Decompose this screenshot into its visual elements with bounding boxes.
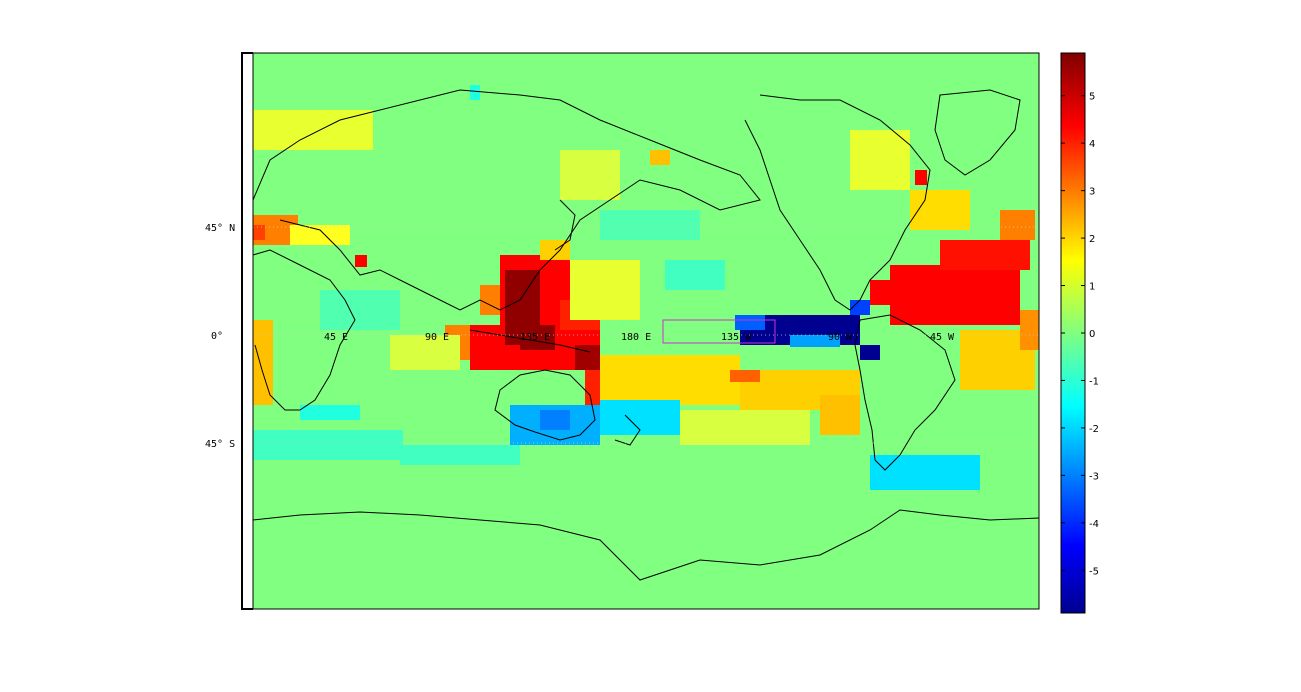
lat-label-45s: 45° S — [205, 439, 235, 450]
coastline-eurasia — [253, 89, 761, 311]
anomaly-cell — [850, 130, 910, 190]
anomaly-cell — [850, 300, 870, 315]
colorbar-tick-label: -1 — [1089, 376, 1099, 387]
coastlines — [253, 89, 1039, 581]
anomaly-cell — [600, 355, 740, 405]
colorbar-tick-label: -5 — [1089, 566, 1099, 577]
coastline-greenland — [934, 89, 1021, 176]
anomaly-cell — [600, 400, 680, 435]
anomaly-cell — [730, 370, 760, 382]
anomaly-cell — [790, 335, 840, 347]
lat-label-45n: 45° N — [205, 223, 235, 234]
colorbar-tick-label: 0 — [1089, 329, 1095, 340]
coastline-antarctica — [253, 509, 1039, 581]
lon-label-135w: 135 W — [721, 332, 752, 343]
lon-label-90w: 90 W — [828, 332, 853, 343]
map-frame — [252, 52, 1040, 610]
coastline-south-america — [854, 314, 956, 471]
coastline-africa — [253, 249, 356, 411]
anomaly-cell — [940, 240, 1030, 270]
anomaly-cell — [910, 190, 970, 230]
anomaly-cell — [570, 260, 640, 320]
anomaly-cell — [520, 325, 555, 350]
colorbar-ticks: 5 4 3 2 1 0 -1 -2 -3 -4 -5 — [1061, 92, 1099, 577]
anomaly-cell — [560, 150, 620, 200]
anomaly-cell — [820, 395, 860, 435]
colorbar-tick-label: -4 — [1089, 519, 1099, 530]
anomaly-cell — [1020, 310, 1039, 350]
anomaly-cell — [320, 290, 400, 330]
coastline-north-america — [744, 94, 931, 311]
anomaly-cell — [870, 455, 980, 490]
anomaly-cell — [253, 225, 265, 240]
colorbar-tick-label: 4 — [1089, 139, 1095, 150]
lon-label-180e: 180 E — [621, 332, 651, 343]
anomaly-cell — [915, 170, 927, 185]
coastline-australia — [494, 369, 596, 441]
anomaly-cell — [390, 335, 460, 370]
lon-label-135e: 135 E — [520, 332, 550, 343]
anomaly-cell — [870, 280, 900, 305]
anomaly-cell — [575, 345, 600, 370]
anomaly-cell — [735, 315, 765, 330]
lon-label-90e: 90 E — [425, 332, 449, 343]
anomaly-cell — [355, 255, 367, 267]
anomaly-cell — [600, 210, 700, 240]
anomaly-cell — [253, 320, 273, 405]
anomaly-cell — [290, 225, 350, 245]
graticule — [253, 226, 1039, 444]
colorbar: 5 4 3 2 1 0 -1 -2 -3 -4 -5 — [1060, 52, 1099, 614]
anomaly-cell — [650, 150, 670, 165]
anomaly-cell — [1000, 210, 1035, 240]
colorbar-tick-label: 5 — [1089, 92, 1095, 103]
coastline-japan — [554, 199, 576, 251]
anomaly-cell — [470, 85, 480, 100]
anomaly-cell — [890, 265, 1020, 325]
lon-label-45e: 45 E — [324, 332, 348, 343]
anomaly-cell — [665, 260, 725, 290]
latitude-labels: 45° N 0° 45° S — [205, 223, 235, 450]
anomaly-cell — [300, 405, 360, 420]
colorbar-tick-label: 1 — [1089, 282, 1095, 293]
longitude-labels: 45 E 90 E 135 E 180 E 135 W 90 W 45 W — [324, 332, 955, 343]
nino-region-box — [662, 319, 776, 344]
anomaly-cells — [253, 85, 1039, 490]
map-frame-left-bracket — [241, 52, 253, 610]
anomaly-cell — [400, 445, 520, 465]
colorbar-tick-label: -3 — [1089, 471, 1099, 482]
anomaly-cell — [540, 410, 570, 430]
anomaly-cell — [680, 410, 810, 445]
colorbar-tick-label: 3 — [1089, 187, 1095, 198]
coastline-indonesia — [469, 329, 591, 353]
lat-label-0: 0° — [211, 331, 223, 342]
coastline-new-zealand — [614, 414, 641, 446]
anomaly-cell — [253, 430, 403, 460]
map-panel — [241, 52, 1040, 610]
lon-label-45w: 45 W — [930, 332, 955, 343]
anomaly-cell — [860, 345, 880, 360]
colorbar-tick-label: 2 — [1089, 234, 1095, 245]
anomaly-cell — [480, 285, 500, 315]
colorbar-tick-label: -2 — [1089, 424, 1099, 435]
